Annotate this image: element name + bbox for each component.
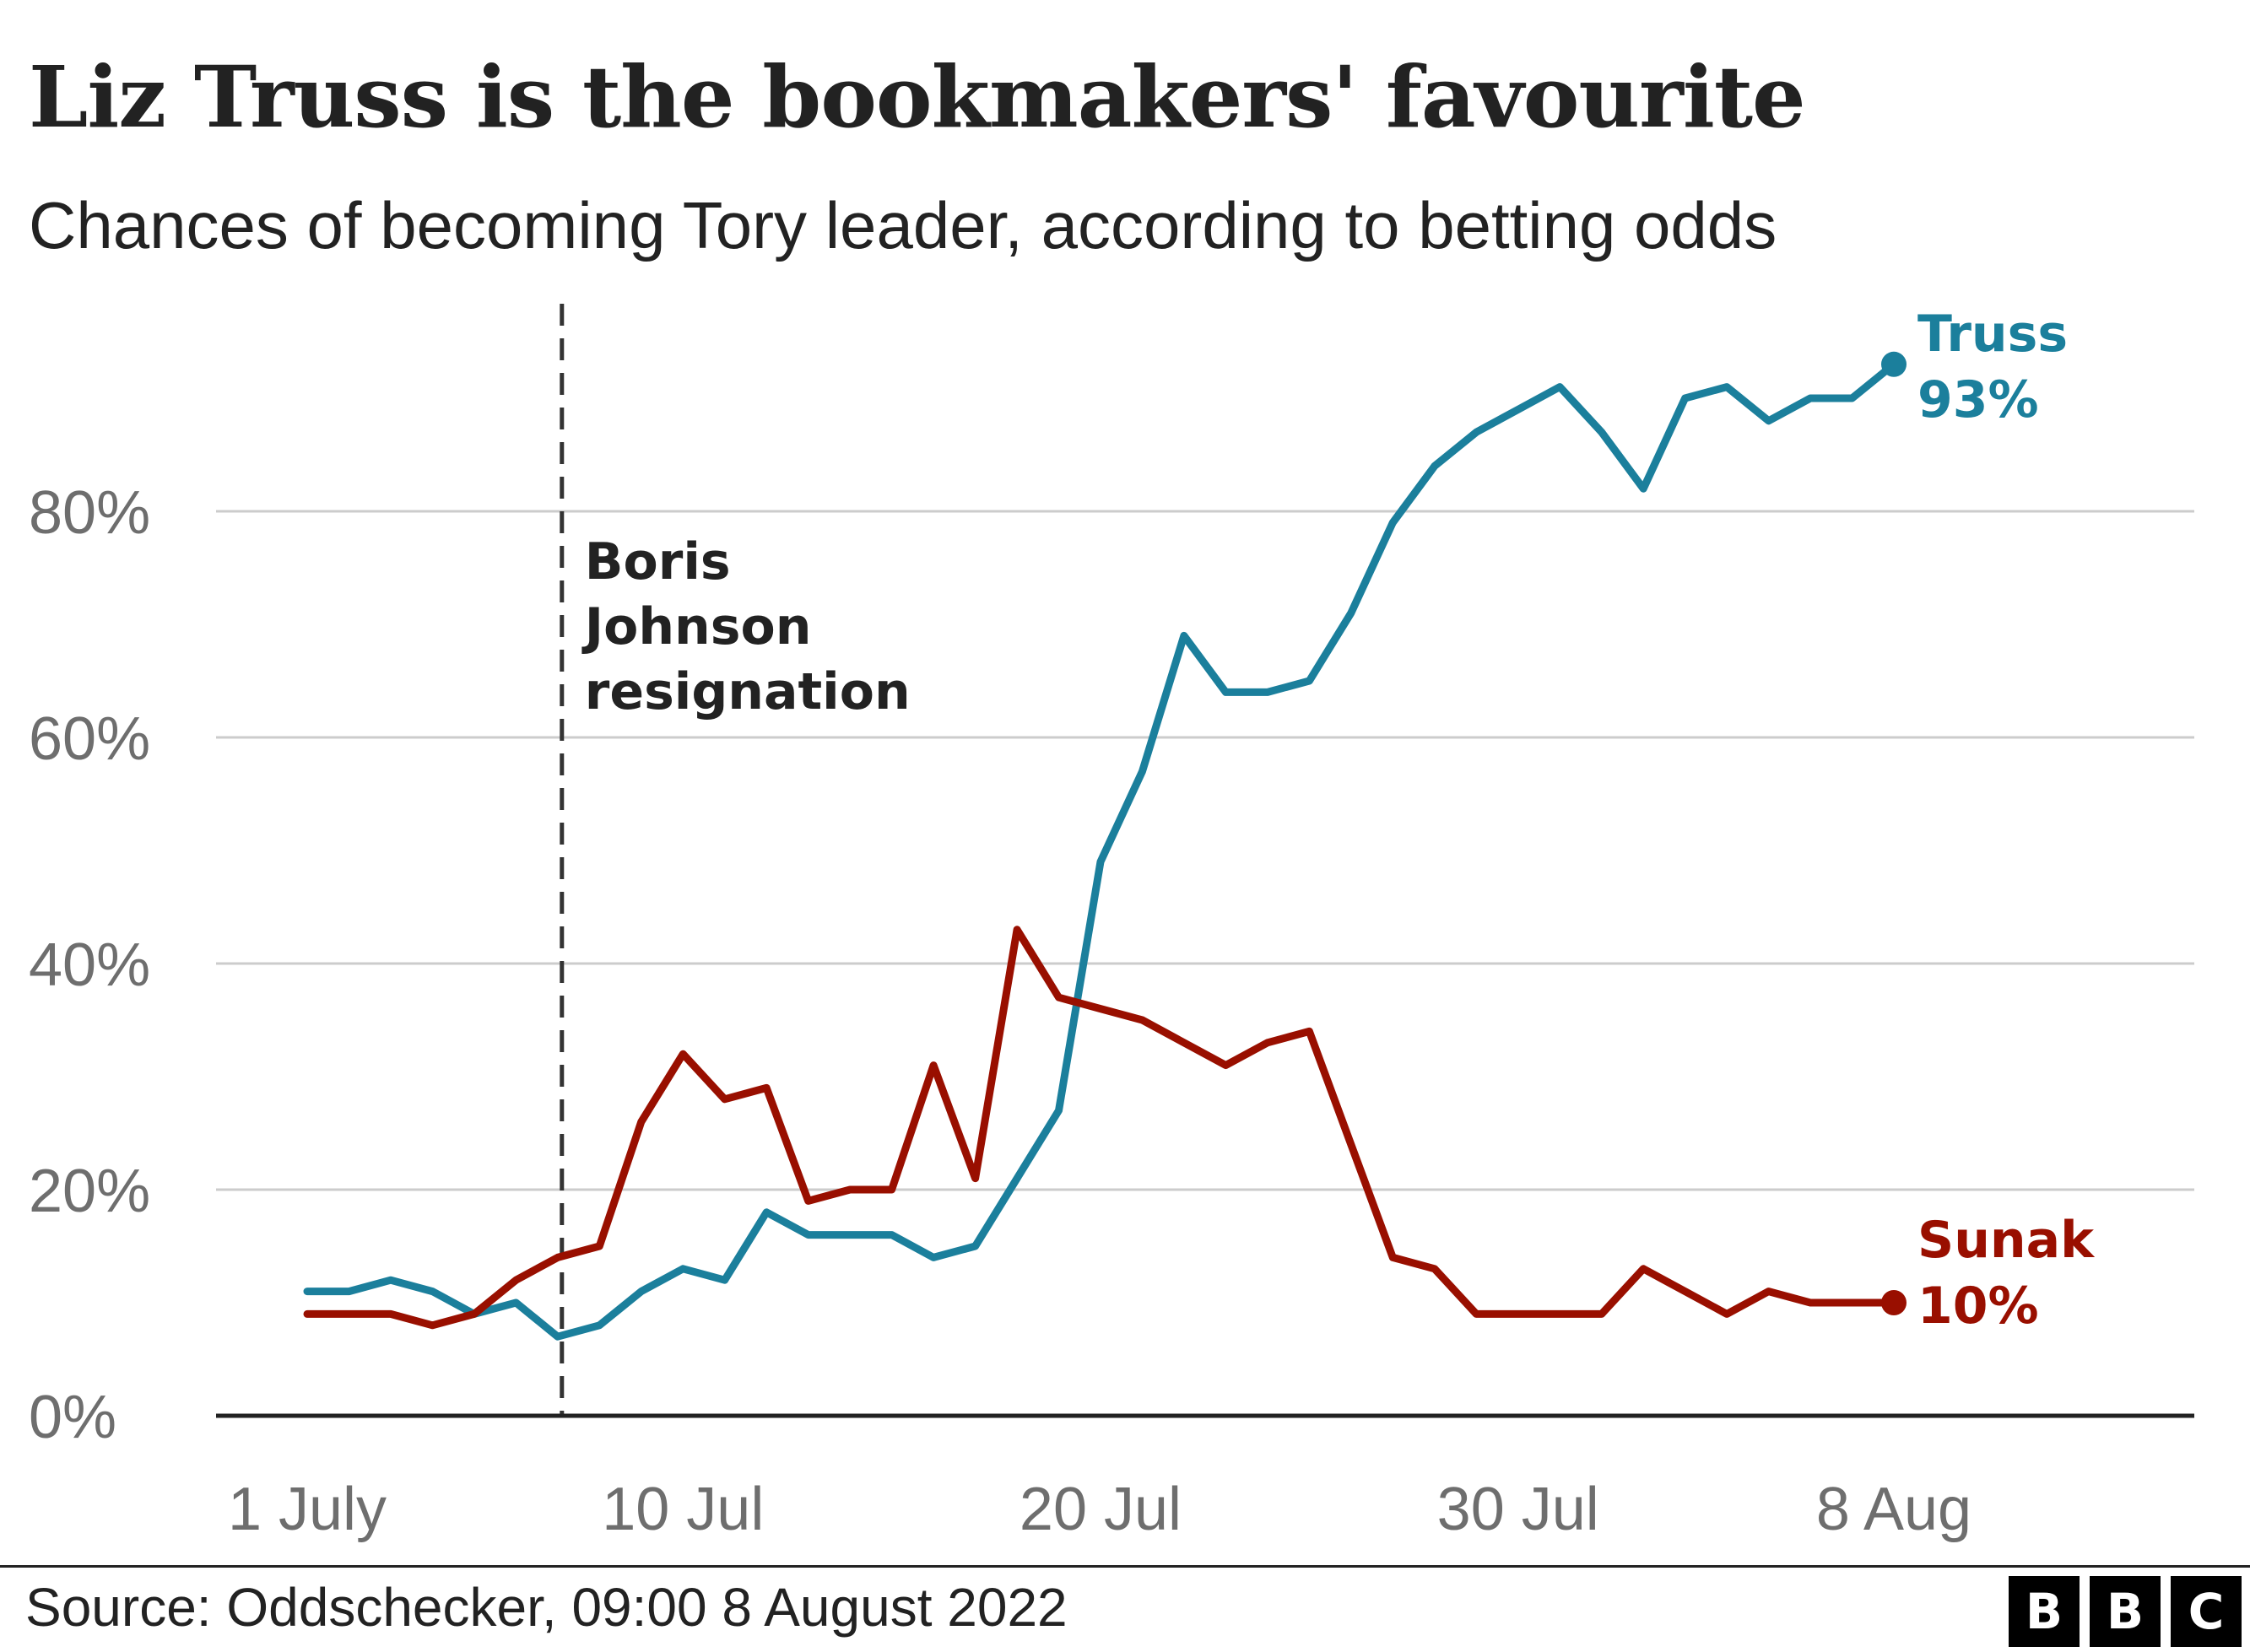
series-label-truss: Truss	[1917, 305, 2068, 364]
bbc-logo-letter: C	[2171, 1576, 2242, 1647]
x-tick-label: 1 July	[228, 1476, 387, 1543]
y-tick-label: 20%	[29, 1158, 150, 1225]
bbc-logo: B B C	[2009, 1576, 2242, 1647]
axis-layer: 0% 20% 40% 60% 80% 1 July 10 Jul 20 Jul 30 Jul 8 …	[29, 479, 2194, 1543]
footer-divider	[0, 1565, 2250, 1568]
y-tick-label: 0%	[29, 1384, 116, 1451]
x-tick-label: 20 Jul	[1020, 1476, 1182, 1543]
bbc-logo-letter: B	[2090, 1576, 2161, 1647]
y-tick-label: 40%	[29, 931, 150, 999]
annotation-text: Boris	[585, 532, 731, 591]
series-line-truss	[303, 360, 1898, 1341]
y-tick-label: 80%	[29, 479, 150, 547]
bbc-logo-letter: B	[2009, 1576, 2080, 1647]
series-layer: Truss 93% Sunak 10%	[303, 305, 2096, 1341]
annotation-text: Johnson	[581, 597, 812, 656]
y-tick-label: 60%	[29, 705, 150, 773]
chart-subtitle: Chances of becoming Tory leader, accordi…	[29, 188, 1777, 262]
chart-title: Liz Truss is the bookmakers' favourite	[29, 47, 1806, 147]
x-tick-label: 30 Jul	[1437, 1476, 1599, 1543]
gridlines	[216, 510, 2194, 1191]
series-value-sunak: 10%	[1917, 1277, 2039, 1336]
x-tick-label: 8 Aug	[1816, 1476, 1971, 1543]
annotation-layer: Boris Johnson resignation	[560, 304, 911, 1416]
series-line-sunak	[303, 926, 1898, 1330]
series-endpoint-sunak	[1881, 1290, 1907, 1315]
series-label-sunak: Sunak	[1917, 1211, 2096, 1270]
series-endpoint-truss	[1881, 351, 1907, 377]
x-tick-label: 10 Jul	[602, 1476, 764, 1543]
annotation-text: resignation	[585, 662, 911, 721]
source-note: Source: Oddschecker, 09:00 8 August 2022	[25, 1577, 1068, 1638]
series-value-truss: 93%	[1917, 370, 2039, 429]
